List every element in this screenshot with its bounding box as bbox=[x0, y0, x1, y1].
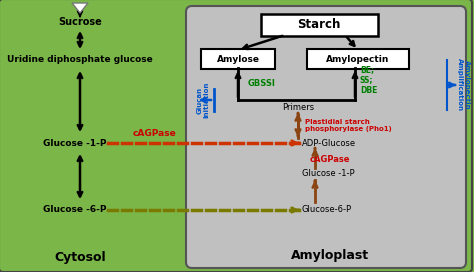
Text: Starch: Starch bbox=[297, 18, 341, 32]
Text: Amylopectin: Amylopectin bbox=[326, 54, 390, 63]
Text: Plastidial starch
phosphorylase (Pho1): Plastidial starch phosphorylase (Pho1) bbox=[305, 119, 392, 131]
Text: Glucose -1-P: Glucose -1-P bbox=[43, 138, 107, 147]
Text: Amylose: Amylose bbox=[217, 54, 259, 63]
Text: cAGPase: cAGPase bbox=[133, 129, 177, 138]
Text: Glucose -1-P: Glucose -1-P bbox=[302, 168, 355, 178]
Text: Uridine diphosphate glucose: Uridine diphosphate glucose bbox=[7, 55, 153, 64]
Text: Primers: Primers bbox=[282, 104, 314, 113]
Text: Cytosol: Cytosol bbox=[54, 252, 106, 264]
Text: GBSSI: GBSSI bbox=[248, 79, 276, 88]
FancyBboxPatch shape bbox=[307, 49, 409, 69]
Text: Glucan
Initiation: Glucan Initiation bbox=[197, 82, 210, 118]
Text: Sucrose: Sucrose bbox=[58, 17, 102, 27]
Text: Glucose-6-P: Glucose-6-P bbox=[302, 206, 352, 215]
Text: cAGPase: cAGPase bbox=[310, 156, 350, 165]
Text: Amyloplast: Amyloplast bbox=[291, 249, 369, 261]
Text: ADP-Glucose: ADP-Glucose bbox=[302, 138, 356, 147]
FancyBboxPatch shape bbox=[201, 49, 275, 69]
FancyBboxPatch shape bbox=[186, 6, 466, 268]
Text: Glucose -6-P: Glucose -6-P bbox=[43, 206, 107, 215]
Text: Amylopectin
Amplification: Amylopectin Amplification bbox=[456, 58, 470, 112]
Polygon shape bbox=[72, 3, 88, 13]
Text: BE;
SS;
DBE: BE; SS; DBE bbox=[360, 65, 377, 95]
FancyBboxPatch shape bbox=[261, 14, 378, 36]
